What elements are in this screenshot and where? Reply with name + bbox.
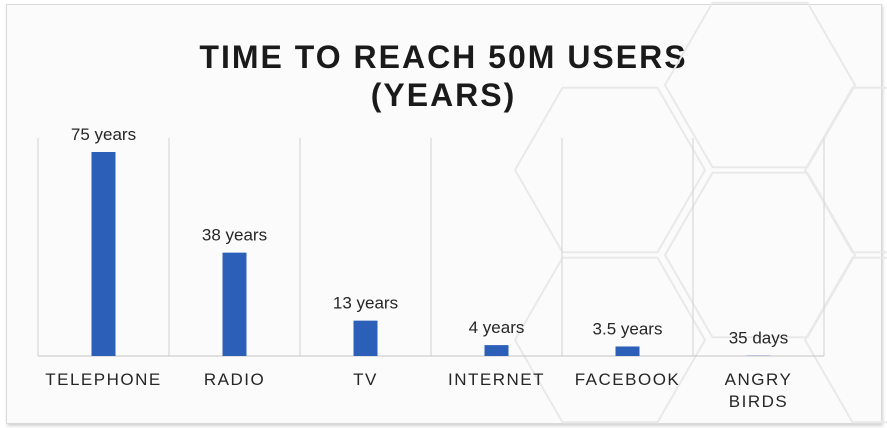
chart-data-labels: 75 years 38 years 13 years 4 years 3.5 years… xyxy=(71,125,788,348)
bar-tv xyxy=(353,320,378,356)
category-label: BIRDS xyxy=(729,392,788,411)
hexagon-decoration xyxy=(803,256,887,424)
chart-gridlines xyxy=(37,138,825,357)
data-label: 4 years xyxy=(469,318,525,337)
chart-bars xyxy=(91,152,771,356)
hexagon-decoration xyxy=(513,256,707,424)
category-label: FACEBOOK xyxy=(575,370,681,389)
category-label: TELEPHONE xyxy=(45,370,161,389)
data-label: 35 days xyxy=(729,329,789,348)
chart-title-line-2: (YEARS) xyxy=(370,77,517,113)
data-label: 38 years xyxy=(202,226,267,245)
bar-radio xyxy=(222,252,247,356)
data-label: 13 years xyxy=(333,294,398,313)
bar-telephone xyxy=(91,152,116,356)
bar-facebook xyxy=(615,346,640,356)
chart-category-labels: TELEPHONE RADIO TV INTERNET FACEBOOK ANGRY BIR… xyxy=(45,370,793,411)
chart-title-line-1: TIME TO REACH 50M USERS xyxy=(199,39,688,75)
data-label: 3.5 years xyxy=(593,319,663,338)
category-label: RADIO xyxy=(204,370,265,389)
bar-internet xyxy=(484,345,509,356)
category-label: ANGRY xyxy=(725,370,793,389)
chart-title: TIME TO REACH 50M USERS (YEARS) xyxy=(0,38,887,114)
hexagon-decoration xyxy=(803,86,887,254)
category-label: INTERNET xyxy=(448,370,545,389)
hexagon-decoration xyxy=(513,86,707,254)
hexagon-background-decoration xyxy=(513,1,887,424)
chart-frame xyxy=(6,4,882,424)
data-label: 75 years xyxy=(71,125,136,144)
category-label: TV xyxy=(353,370,378,389)
